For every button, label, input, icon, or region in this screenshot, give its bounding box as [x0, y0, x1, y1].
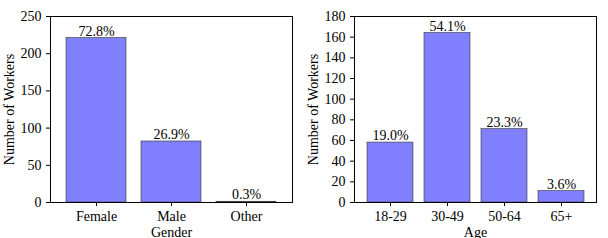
- svg-text:26.9%: 26.9%: [153, 127, 190, 142]
- svg-text:Other: Other: [231, 209, 263, 224]
- svg-text:0.3%: 0.3%: [232, 187, 262, 202]
- svg-text:100: 100: [325, 92, 346, 107]
- svg-text:80: 80: [332, 112, 346, 127]
- svg-text:Gender: Gender: [151, 225, 193, 238]
- svg-text:200: 200: [21, 46, 42, 61]
- svg-text:100: 100: [21, 121, 42, 136]
- svg-text:72.8%: 72.8%: [78, 24, 115, 39]
- svg-text:50-64: 50-64: [488, 209, 521, 224]
- svg-text:40: 40: [332, 154, 346, 169]
- svg-text:18-29: 18-29: [374, 209, 407, 224]
- svg-text:19.0%: 19.0%: [372, 128, 409, 143]
- svg-text:30-49: 30-49: [431, 209, 464, 224]
- svg-text:23.3%: 23.3%: [486, 115, 523, 130]
- svg-text:Age: Age: [464, 225, 487, 238]
- svg-text:Number of Workers: Number of Workers: [2, 54, 17, 165]
- svg-text:160: 160: [325, 30, 346, 45]
- svg-text:20: 20: [332, 174, 346, 189]
- svg-text:140: 140: [325, 50, 346, 65]
- svg-text:Number of Workers: Number of Workers: [306, 54, 321, 165]
- svg-text:65+: 65+: [551, 209, 573, 224]
- svg-text:Female: Female: [76, 209, 117, 224]
- svg-text:250: 250: [21, 9, 42, 24]
- svg-text:3.6%: 3.6%: [547, 177, 577, 192]
- svg-text:Male: Male: [157, 209, 186, 224]
- svg-text:54.1%: 54.1%: [429, 19, 466, 34]
- svg-text:50: 50: [28, 158, 42, 173]
- svg-text:120: 120: [325, 71, 346, 86]
- svg-text:0: 0: [339, 195, 346, 210]
- svg-text:150: 150: [21, 83, 42, 98]
- svg-text:60: 60: [332, 133, 346, 148]
- svg-text:180: 180: [325, 9, 346, 24]
- svg-text:0: 0: [35, 195, 42, 210]
